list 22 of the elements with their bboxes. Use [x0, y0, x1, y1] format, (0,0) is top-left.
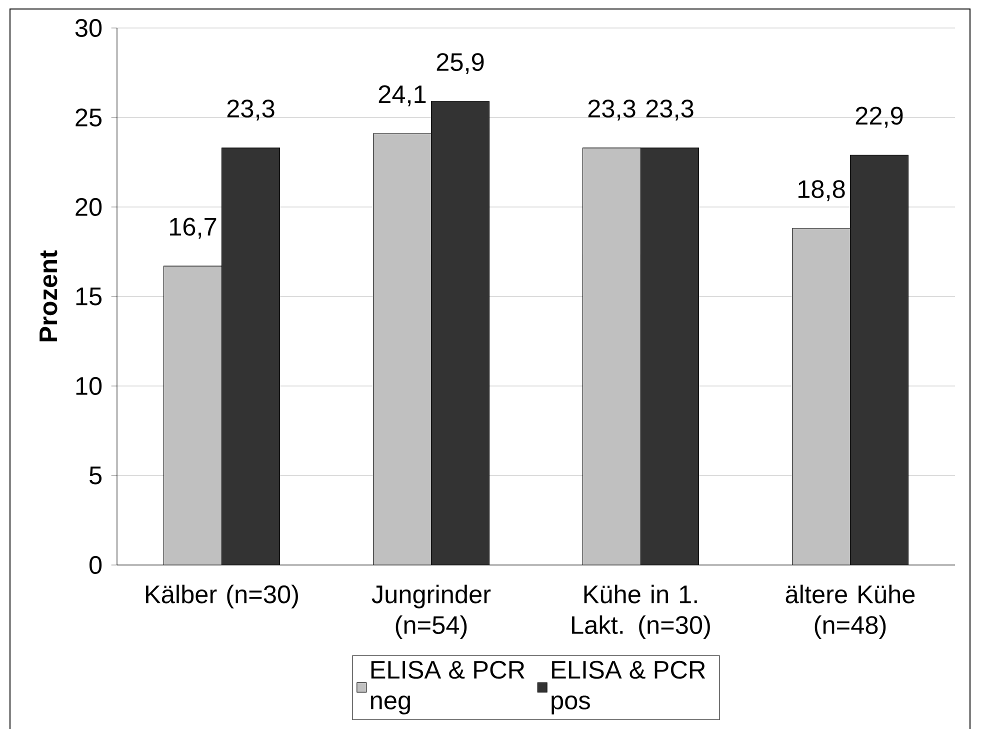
y-tick-label: 15 — [76, 288, 102, 306]
data-label: 18,8 — [798, 180, 845, 202]
x-tick-label: Kälber (n=30) — [146, 584, 298, 608]
y-tick-label: 20 — [76, 198, 102, 216]
x-tick-label: ältere Kühe (n=48) — [786, 584, 915, 640]
y-tick-label: 30 — [75, 19, 102, 37]
data-label: 25,9 — [436, 53, 484, 74]
data-label: 23,3 — [588, 100, 636, 121]
legend-label: ELISA & PCR neg — [371, 660, 524, 714]
x-tick-label: Kühe in 1. Lakt. (n=30) — [572, 584, 710, 640]
y-tick-label: 0 — [89, 556, 102, 574]
data-label: 24,1 — [378, 85, 426, 106]
data-label: 16,7 — [170, 218, 216, 239]
y-tick-label: 10 — [76, 377, 102, 395]
y-tick-label: 5 — [90, 466, 102, 484]
data-label: 23,3 — [227, 100, 274, 121]
y-tick-label: 25 — [76, 108, 102, 126]
legend-label: ELISA & PCR pos — [552, 660, 706, 714]
data-label: 23,3 — [646, 100, 694, 121]
data-label: 22,9 — [856, 106, 903, 128]
y-axis-title: Prozent — [40, 250, 58, 342]
x-tick-label: Jungrinder (n=54) — [372, 584, 491, 640]
